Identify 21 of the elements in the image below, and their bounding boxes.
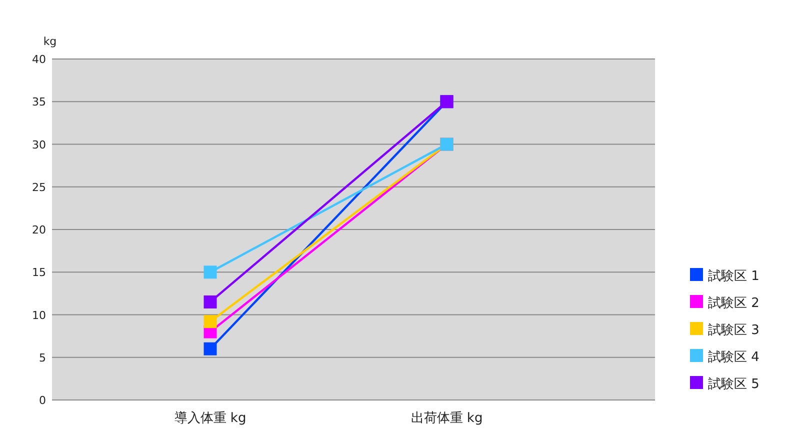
y-tick-label: 10 [32,308,46,322]
point [204,266,217,279]
legend-label: 試験区 3 [708,323,760,338]
x-tick-label: 導入体重 kg [174,411,246,426]
y-tick-label: 35 [32,96,46,109]
y-tick-label: 25 [32,180,46,194]
y-tick-label: 30 [32,138,46,152]
y-tick-label: 40 [32,53,46,66]
y-axis-title: kg [43,35,57,48]
y-tick-label: 0 [39,394,46,407]
y-tick-label: 15 [32,266,46,280]
point [204,342,217,356]
legend-label: 試験区 5 [708,377,760,392]
y-tick-label: 5 [39,351,46,364]
point [204,295,217,308]
legend-label: 試験区 1 [708,269,760,284]
x-tick-label: 出荷体重 kg [410,411,483,426]
point [204,315,217,328]
legend-label: 試験区 4 [708,350,760,365]
y-tick-label: 20 [32,224,46,236]
legend-label: 試験区 2 [708,296,760,311]
